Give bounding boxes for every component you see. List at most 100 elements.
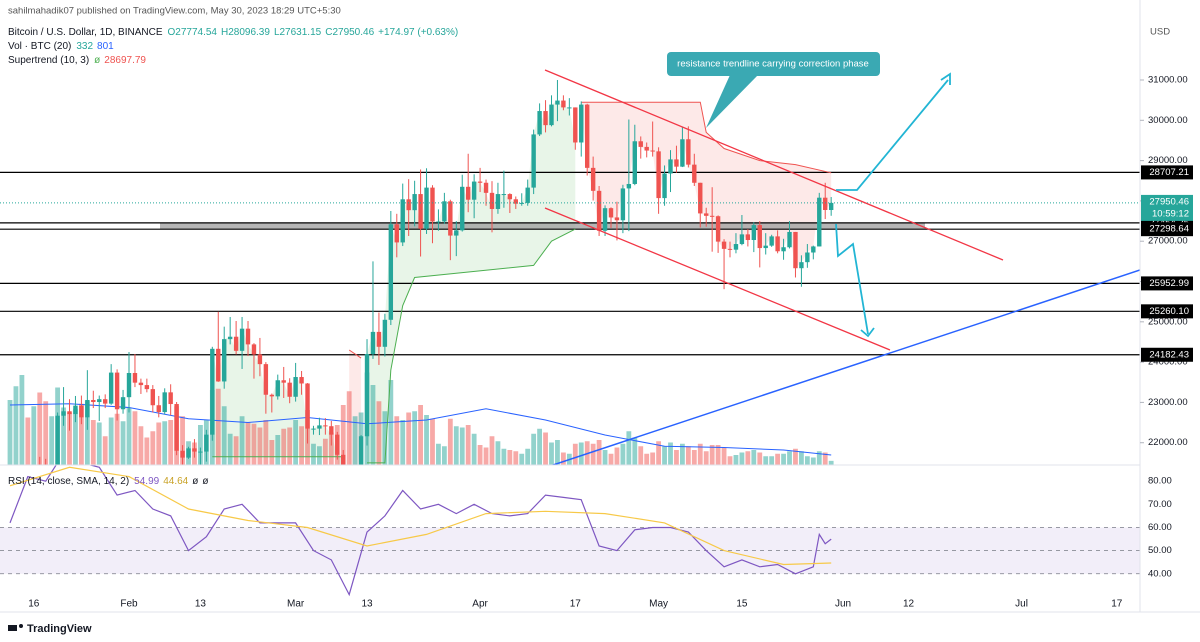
- candle-body: [680, 139, 685, 167]
- candle-body: [79, 405, 84, 418]
- rsi-tick-label: 70.00: [1148, 499, 1172, 510]
- volume-bar: [531, 433, 537, 465]
- candle-body: [709, 215, 715, 217]
- candle-body: [364, 354, 370, 437]
- currency: USD: [1150, 27, 1170, 38]
- volume-bar: [793, 448, 798, 465]
- candle-body: [507, 194, 513, 200]
- legend-volume: Vol · BTC (20) 332 801: [8, 41, 114, 52]
- volume-bar: [674, 450, 679, 465]
- candle-body: [293, 377, 298, 397]
- volume-bar: [84, 401, 90, 465]
- y-tick-label: 25000.00: [1148, 316, 1188, 327]
- rsi-pane: [0, 465, 1140, 597]
- candle-body: [150, 389, 156, 406]
- rsi-extra: ø: [202, 476, 208, 487]
- candle-body: [186, 448, 191, 458]
- arrow-head: [860, 327, 875, 338]
- candle-body: [489, 192, 495, 209]
- rsi-tick-label: 50.00: [1148, 545, 1172, 556]
- candle-body: [751, 225, 757, 241]
- volume-bar: [507, 450, 513, 465]
- bear-arrow: [835, 223, 869, 335]
- candle-body: [103, 399, 108, 404]
- callout-text: resistance trendline carrying correction…: [677, 59, 869, 70]
- supertrend-fill: [349, 350, 362, 465]
- volume-bar: [322, 438, 328, 465]
- volume-bar: [340, 405, 346, 465]
- supertrend-line: [581, 101, 832, 174]
- volume-bar: [685, 446, 691, 465]
- volume-bar: [745, 451, 751, 465]
- candle-body: [382, 319, 388, 347]
- volume-bar: [144, 437, 150, 465]
- candle-body: [287, 382, 292, 397]
- volume-bar: [215, 388, 221, 465]
- volume-bar: [489, 436, 495, 465]
- y-tick-label: 31000.00: [1148, 75, 1188, 86]
- candle-body: [674, 159, 679, 167]
- rsi-tick-label: 60.00: [1148, 522, 1172, 533]
- candle-body: [781, 247, 786, 252]
- volume-bar: [317, 446, 322, 465]
- candle-body: [358, 436, 364, 465]
- volume-bar: [168, 420, 174, 465]
- volume-bar: [37, 392, 43, 465]
- level-label: 28707.21: [1149, 167, 1189, 178]
- volume-bar: [549, 442, 554, 465]
- volume-bar: [251, 423, 257, 465]
- last-price-label: 27950.46: [1149, 196, 1189, 207]
- volume-bar: [311, 443, 316, 465]
- logo-mark: [19, 624, 23, 628]
- volume-bar: [775, 453, 781, 465]
- countdown: 10:59:12: [1152, 208, 1189, 219]
- volume-bar: [656, 441, 662, 465]
- volume-bar: [346, 391, 352, 465]
- volume-bar: [638, 446, 644, 465]
- volume-bar: [287, 427, 293, 465]
- candle-body: [376, 331, 382, 347]
- candle-body: [227, 336, 233, 340]
- volume-bar: [465, 425, 471, 465]
- candle-body: [126, 372, 132, 398]
- candle-body: [620, 188, 626, 221]
- volume-bar: [578, 442, 584, 465]
- candle-body: [733, 244, 739, 250]
- candle-body: [668, 159, 673, 174]
- level-label-bg: [1141, 165, 1193, 180]
- candle-body: [168, 392, 173, 405]
- volume-bar: [680, 443, 685, 465]
- candle-body: [555, 100, 560, 105]
- x-tick-label: May: [649, 599, 668, 610]
- x-tick-label: Apr: [472, 599, 488, 610]
- volume-bar: [418, 405, 423, 465]
- candle-body: [495, 194, 501, 209]
- rsi-label: RSI (14, close, SMA, 14, 2): [8, 476, 129, 487]
- ohlc-open: O27774.54: [168, 27, 218, 38]
- level-label-bg: [1141, 304, 1193, 319]
- volume-bar: [162, 421, 168, 465]
- candle-body: [483, 182, 489, 193]
- volume-bar: [394, 416, 400, 465]
- volume-bar: [227, 433, 233, 465]
- volume-bar: [245, 422, 251, 465]
- candle-body: [204, 434, 209, 452]
- volume-bar: [13, 386, 19, 465]
- y-tick-label: 27000.00: [1148, 236, 1188, 247]
- volume-bar: [90, 420, 96, 465]
- x-tick-label: 13: [195, 599, 207, 610]
- candle-body: [471, 181, 477, 200]
- candle-body: [828, 202, 834, 210]
- x-tick-label: Jun: [835, 599, 851, 610]
- volume-bar: [769, 456, 775, 465]
- supertrend-up: ø: [94, 55, 100, 66]
- volume-bar: [560, 452, 566, 465]
- candle-body: [501, 194, 507, 196]
- legend-rsi: RSI (14, close, SMA, 14, 2) 54.99 44.64 ø ø: [8, 476, 208, 487]
- volume-bar: [275, 435, 281, 465]
- candle-body: [739, 234, 745, 245]
- candle-body: [460, 186, 465, 231]
- volume-bar: [114, 413, 120, 465]
- volume-bar: [49, 416, 55, 465]
